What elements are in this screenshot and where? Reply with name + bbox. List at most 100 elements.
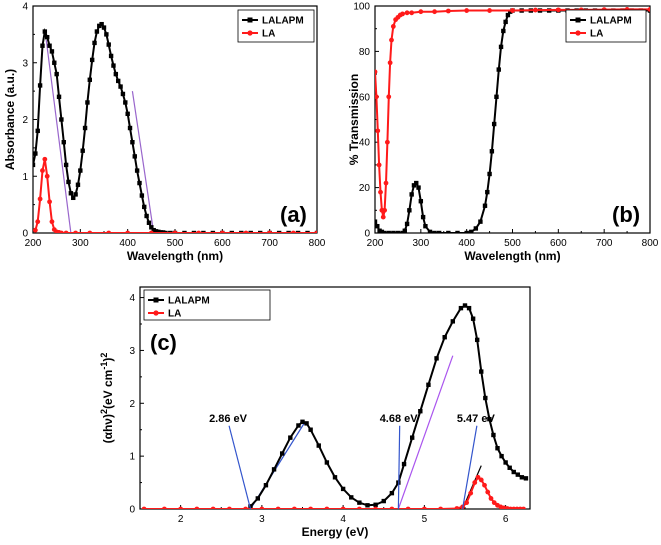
data-point-lalapm [401,461,407,467]
data-point-lalapm [479,369,484,374]
data-point-lalapm [35,128,40,134]
data-point-la [468,490,474,496]
data-point-lalapm [229,230,234,233]
data-point-lalapm [78,168,83,173]
y-tick-label-a: 3 [22,58,28,69]
y-tick-label-b: 40 [359,138,371,149]
data-point-la [421,506,427,509]
annotation-label-0: 2.86 eV [209,413,248,425]
data-point-lalapm [80,148,85,153]
data-point-la [63,230,69,233]
data-point-lalapm [127,125,133,131]
data-point-lalapm [134,168,140,173]
data-point-lalapm [511,469,516,475]
data-point-la [378,189,383,195]
data-point-la [324,506,330,509]
data-point-lalapm [75,182,81,187]
x-tick-label-b: 800 [642,238,659,249]
data-point-lalapm [248,230,253,233]
x-tick-label-b: 600 [550,238,567,249]
data-point-la [219,230,225,233]
data-point-lalapm [255,496,261,501]
panel-label-c: (c) [150,330,177,355]
data-point-lalapm [271,467,277,472]
data-point-lalapm [87,77,92,82]
data-point-lalapm [496,67,501,72]
fit-line-a-0 [45,39,72,233]
data-point-lalapm [263,483,269,488]
data-point-la [454,506,460,509]
legend-marker-la [153,310,159,316]
legend-label-lalapm: LALAPM [262,16,304,27]
data-point-la [243,230,249,233]
data-point-lalapm [300,419,305,424]
data-point-lalapm [120,91,126,97]
y-axis-title-part: (αhν) [101,414,115,443]
data-point-la [387,60,393,66]
data-point-la [42,156,48,162]
data-point-la [314,230,317,233]
data-point-la [73,230,78,233]
data-point-lalapm [139,193,145,198]
data-point-lalapm [491,432,496,438]
data-point-la [178,506,184,509]
data-point-la [464,8,470,13]
data-point-la [409,10,415,16]
legend-marker-la [575,30,581,36]
data-point-lalapm [123,100,128,105]
data-point-la [432,9,437,15]
data-point-lalapm [375,219,378,224]
data-point-la [555,7,561,13]
data-point-la [33,227,38,233]
data-point-lalapm [458,305,464,311]
data-point-la [373,506,379,509]
annotation-pointer-0 [228,425,252,510]
data-point-lalapm [489,149,495,154]
x-tick-label-b: 200 [367,238,384,249]
data-point-lalapm [409,192,414,197]
annotation-pointer-1 [397,425,401,510]
data-point-lalapm [499,453,504,459]
x-tick-label-c: 2 [178,514,184,525]
y-tick-label-c: 3 [129,346,135,357]
data-point-lalapm [495,446,500,451]
x-tick-label-a: 300 [72,238,89,249]
x-tick-label-a: 800 [309,238,326,249]
data-point-lalapm [519,475,525,480]
data-point-lalapm [523,476,529,481]
data-point-lalapm [108,53,114,59]
data-point-la [478,477,484,483]
data-point-lalapm [118,84,123,89]
legend-marker-lalapm [247,17,253,23]
y-tick-label-c: 1 [129,452,135,463]
fit-line-c-1 [397,355,454,509]
data-point-lalapm [407,208,412,213]
data-point-lalapm [414,180,419,186]
data-point-la [226,506,232,509]
data-point-lalapm [381,498,386,504]
x-tick-label-b: 400 [458,238,475,249]
x-tick-label-c: 4 [340,514,346,525]
y-tick-label-a: 2 [22,115,28,126]
data-point-lalapm [111,63,116,68]
data-point-lalapm [473,226,479,231]
data-point-lalapm [99,21,104,27]
data-point-la [418,9,424,15]
data-point-la [383,180,389,186]
data-point-la [35,219,41,225]
data-point-la [488,496,494,501]
data-point-la [290,230,296,233]
x-tick-label-a: 200 [25,238,42,249]
data-point-lalapm [418,199,424,204]
y-tick-label-b: 0 [364,229,370,240]
data-point-lalapm [163,230,168,233]
data-point-lalapm [40,43,45,48]
data-point-lalapm [158,230,163,233]
y-tick-label-a: 4 [22,2,28,13]
data-point-lalapm [432,230,437,233]
data-point-lalapm [33,151,38,156]
data-point-lalapm [182,230,187,233]
x-axis-title-a: Wavelength (nm) [127,249,223,263]
fit-line-a-1 [131,91,155,233]
data-point-lalapm [104,32,109,37]
